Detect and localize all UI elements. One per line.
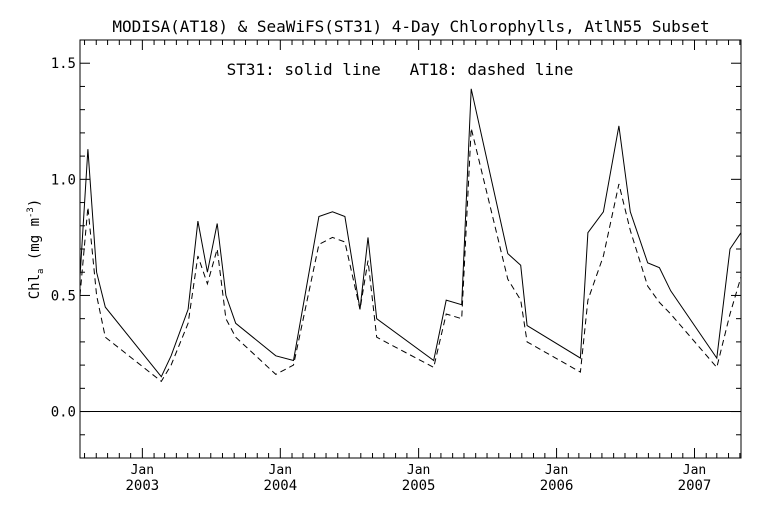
y-tick-label: 0.5 — [51, 288, 76, 304]
x-tick-month-label: Jan — [407, 463, 430, 478]
x-tick-year-label: 2003 — [125, 478, 159, 494]
x-tick-month-label: Jan — [269, 463, 292, 478]
y-tick-label: 1.0 — [51, 172, 76, 188]
series-st31-line — [79, 88, 742, 378]
y-axis-label-text: Chla (mg m-3) — [26, 199, 46, 300]
x-tick-year-label: 2006 — [540, 478, 574, 494]
y-tick-label: 1.5 — [51, 56, 76, 72]
x-tick-year-label: 2005 — [402, 478, 436, 494]
x-tick-month-label: Jan — [131, 463, 154, 478]
series-at18-line — [79, 128, 742, 383]
x-tick-year-label: 2004 — [263, 478, 297, 494]
x-tick-month-label: Jan — [545, 463, 568, 478]
plot-frame — [79, 39, 742, 459]
x-tick-year-label: 2007 — [678, 478, 712, 494]
chart-title: MODISA(AT18) & SeaWiFS(ST31) 4-Day Chlor… — [112, 17, 709, 36]
x-tick-month-label: Jan — [683, 463, 706, 478]
y-tick-label: 0.0 — [51, 405, 76, 421]
legend-annotation: ST31: solid line AT18: dashed line — [227, 60, 574, 79]
y-axis-label: Chla (mg m-3) — [26, 199, 46, 300]
